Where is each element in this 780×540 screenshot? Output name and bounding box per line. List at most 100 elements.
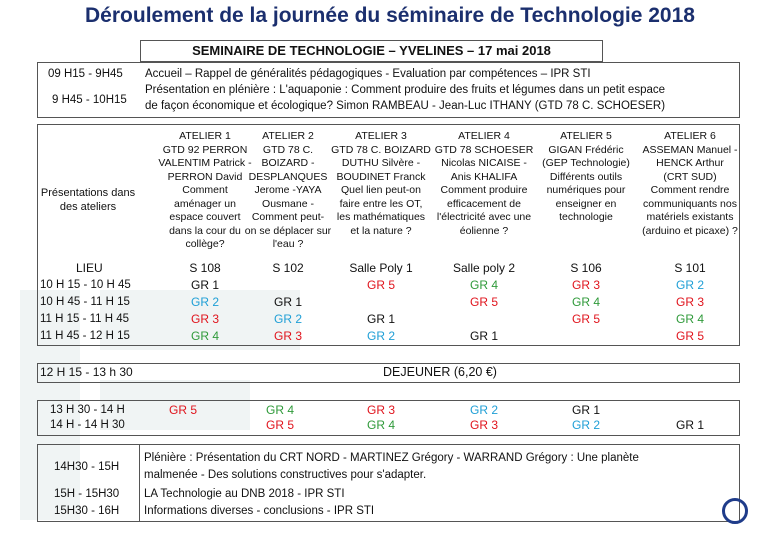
slot-time: 10 H 45 - 11 H 15 [40, 296, 130, 308]
slot-group: GR 2 [366, 329, 395, 343]
closing-text-2: LA Technologie au DNB 2018 - IPR STI [144, 488, 345, 500]
closing-text-1a: Plénière : Présentation du CRT NORD - MA… [144, 452, 639, 464]
lunch-text: DEJEUNER (6,20 €) [383, 365, 497, 379]
morning-text-1: Accueil – Rappel de généralités pédagogi… [145, 68, 591, 80]
atelier-line: GTD 92 PERRON [162, 143, 248, 156]
atelier-column: ATELIER 4 GTD 78 SCHOESER Nicolas NICAISE … [433, 130, 535, 238]
atelier-line: collège? [185, 238, 225, 250]
atelier-line: Comment rendre [650, 184, 730, 196]
atelier-line: dans la cour du [169, 224, 241, 237]
atelier-room: Salle poly 2 [452, 261, 516, 275]
atelier-line: espace couvert [169, 211, 241, 223]
slot-time: 11 H 15 - 11 H 45 [40, 313, 130, 325]
slot-group: GR 3 [190, 312, 219, 326]
atelier-line: numériques pour [546, 184, 626, 196]
slot-group: GR 1 [366, 312, 395, 326]
ateliers-table [37, 124, 740, 346]
atelier-name: ATELIER 5 [560, 130, 612, 142]
atelier-line: GTD 78 C. BOIZARD [331, 143, 431, 156]
slot-group: GR 5 [366, 278, 395, 292]
slot-group: GR 4 [190, 329, 219, 343]
closing-time-3: 15H30 - 16H [54, 505, 120, 517]
slot-group: GR 5 [469, 295, 498, 309]
atelier-name: ATELIER 1 [179, 130, 231, 142]
closing-box [37, 444, 740, 522]
atelier-line: communiquants nos [643, 197, 737, 210]
slot-group: GR 4 [469, 278, 498, 292]
slot-group: GR 1 [273, 295, 302, 309]
atelier-line: Ousmane - [262, 197, 314, 210]
slot-group: GR 2 [190, 295, 219, 309]
slot-group: GR 4 [675, 312, 704, 326]
afternoon-group-2: GR 4 [366, 418, 395, 432]
atelier-line: l'eau ? [272, 238, 304, 250]
page-title: Déroulement de la journée du séminaire d… [85, 4, 695, 27]
atelier-line: Comment produire [440, 184, 528, 196]
atelier-line: Nicolas NICAISE - [441, 157, 527, 169]
atelier-room: S 102 [272, 261, 304, 275]
atelier-line: ASSEMAN Manuel - [642, 143, 738, 156]
atelier-column: ATELIER 2 GTD 78 C. BOIZARD - DESPLANQUES Je… [237, 130, 339, 252]
afternoon-group-2: GR 2 [571, 418, 600, 432]
ateliers-label-1: Présentations dans [40, 187, 136, 199]
atelier-column: ATELIER 3 GTD 78 C. BOIZARD DUTHU Silvère … [330, 130, 432, 238]
atelier-line: HENCK Arthur [656, 157, 724, 169]
closing-text-3: Informations diverses - conclusions - IP… [144, 505, 375, 517]
atelier-line: Différents outils [549, 170, 623, 183]
lunch-time: 12 H 15 - 13 h 30 [40, 365, 133, 379]
atelier-room: S 101 [674, 261, 706, 275]
atelier-line: Comment peut- [251, 211, 325, 223]
afternoon-time-2: 14 H - 14 H 30 [50, 419, 125, 431]
atelier-line: Anis KHALIFA [450, 170, 518, 183]
closing-time-2: 15H - 15H30 [54, 488, 120, 500]
header-box [140, 40, 603, 62]
afternoon-group-1: GR 4 [265, 403, 294, 417]
slot-group: GR 4 [571, 295, 600, 309]
atelier-name: ATELIER 4 [458, 130, 510, 142]
atelier-line: éolienne ? [459, 224, 509, 237]
atelier-line: BOIZARD - [261, 157, 315, 169]
closing-time-column [37, 444, 140, 522]
atelier-line: on se déplacer sur [244, 224, 332, 237]
atelier-line: enseigner en [555, 197, 617, 210]
morning-text-2a: Présentation en plénière : L'aquaponie :… [145, 84, 666, 96]
logo-circle-icon [722, 498, 748, 524]
slot-time: 11 H 45 - 12 H 15 [40, 330, 130, 342]
afternoon-group-2: GR 5 [265, 418, 294, 432]
closing-time-1: 14H30 - 15H [54, 461, 120, 473]
morning-time-1: 09 H15 - 9H45 [48, 68, 123, 80]
atelier-line: (CRT SUD) [663, 170, 717, 183]
atelier-line: l'électricité avec une [436, 211, 532, 223]
slot-group: GR 2 [675, 278, 704, 292]
slot-time: 10 H 15 - 10 H 45 [40, 279, 131, 291]
atelier-name: ATELIER 2 [262, 130, 314, 142]
atelier-column: ATELIER 1 GTD 92 PERRON VALENTIM Patrick -… [154, 130, 256, 252]
slot-group: GR 5 [675, 329, 704, 343]
afternoon-group-1: GR 5 [168, 403, 197, 417]
atelier-line: aménager un [174, 197, 236, 210]
morning-box [37, 62, 740, 118]
atelier-line: GTD 78 SCHOESER [434, 143, 534, 156]
atelier-line: technologie [559, 211, 613, 223]
atelier-line: les mathématiques [336, 211, 426, 223]
slot-group: GR 3 [571, 278, 600, 292]
slot-group: GR 1 [469, 329, 498, 343]
afternoon-time-1: 13 H 30 - 14 H [50, 404, 125, 416]
afternoon-group-1: GR 3 [366, 403, 395, 417]
lunch-box [37, 363, 740, 383]
closing-text-1b: malmenée - Des solutions constructives p… [144, 469, 427, 481]
atelier-line: et la nature ? [350, 224, 412, 237]
atelier-line: DUTHU Silvère - [341, 157, 421, 169]
atelier-name: ATELIER 3 [355, 130, 407, 142]
atelier-column: ATELIER 6 ASSEMAN Manuel - HENCK Arthur (CR… [639, 130, 741, 238]
ateliers-label-2: des ateliers [59, 201, 117, 213]
atelier-line: Jerome -YAYA [254, 184, 322, 196]
slot-group: GR 3 [273, 329, 302, 343]
afternoon-group-1: GR 2 [469, 403, 498, 417]
morning-text-2b: de façon économique et écologique? Simon… [145, 100, 666, 112]
atelier-line: Comment [182, 184, 228, 196]
atelier-line: matériels existants [646, 211, 734, 223]
atelier-line: VALENTIM Patrick - [158, 157, 252, 169]
lieu-label: LIEU [76, 261, 103, 275]
atelier-line: GTD 78 C. [262, 143, 314, 156]
